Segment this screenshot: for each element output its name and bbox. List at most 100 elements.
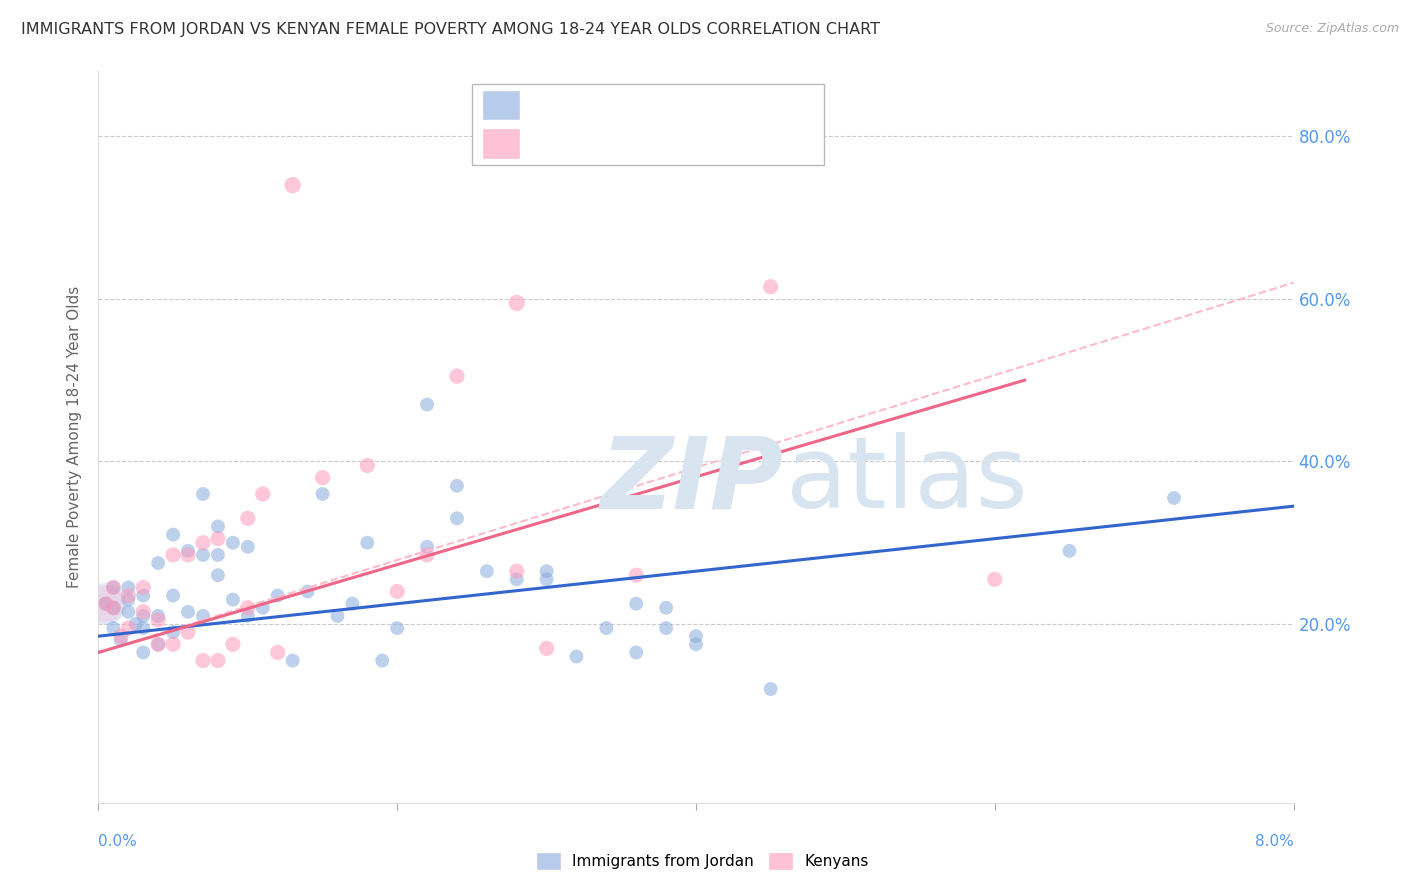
Text: ZIP: ZIP	[600, 433, 783, 530]
Point	[103, 581, 125, 595]
Point	[1059, 544, 1081, 558]
Text: 8.0%: 8.0%	[1254, 834, 1294, 849]
Point	[162, 637, 184, 651]
Point	[148, 608, 170, 623]
Text: atlas: atlas	[786, 433, 1028, 530]
Point	[222, 592, 245, 607]
Point	[132, 645, 155, 659]
Point	[416, 540, 439, 554]
Point	[103, 600, 125, 615]
Point	[162, 625, 184, 640]
Point	[655, 621, 678, 635]
Point	[356, 535, 378, 549]
Point	[236, 600, 259, 615]
Point	[281, 654, 304, 668]
Point	[506, 296, 529, 310]
Point	[297, 584, 319, 599]
Point	[191, 608, 214, 623]
Point	[371, 654, 394, 668]
Point	[191, 487, 214, 501]
Point	[177, 544, 200, 558]
Point	[94, 597, 117, 611]
Point	[759, 681, 782, 696]
Point	[385, 621, 409, 635]
Point	[207, 548, 229, 562]
Point	[117, 592, 139, 607]
Point	[595, 621, 617, 635]
Point	[506, 572, 529, 586]
Point	[148, 637, 170, 651]
Point	[103, 621, 125, 635]
Point	[236, 608, 259, 623]
Point	[281, 178, 304, 193]
Point	[446, 479, 468, 493]
Point	[177, 548, 200, 562]
Point	[207, 532, 229, 546]
Point	[117, 621, 139, 635]
Point	[132, 581, 155, 595]
Point	[356, 458, 378, 473]
Point	[177, 625, 200, 640]
Point	[326, 608, 349, 623]
Point	[148, 637, 170, 651]
Text: 0.0%: 0.0%	[98, 834, 138, 849]
Point	[655, 600, 678, 615]
Point	[311, 471, 333, 485]
Point	[536, 564, 558, 578]
Point	[191, 654, 214, 668]
Point	[162, 548, 184, 562]
Text: Source: ZipAtlas.com: Source: ZipAtlas.com	[1265, 22, 1399, 36]
Point	[624, 645, 647, 659]
Point	[759, 279, 782, 293]
Point	[1163, 491, 1185, 505]
Point	[162, 527, 184, 541]
Point	[685, 629, 707, 643]
Point	[267, 589, 290, 603]
Point	[252, 487, 274, 501]
Point	[236, 540, 259, 554]
Point	[342, 597, 364, 611]
Legend: Immigrants from Jordan, Kenyans: Immigrants from Jordan, Kenyans	[531, 847, 875, 875]
Point	[446, 511, 468, 525]
Point	[132, 608, 155, 623]
Point	[506, 564, 529, 578]
Point	[148, 556, 170, 570]
Point	[475, 564, 498, 578]
Point	[207, 568, 229, 582]
Point	[416, 548, 439, 562]
Point	[207, 519, 229, 533]
Point	[252, 600, 274, 615]
Point	[685, 637, 707, 651]
Y-axis label: Female Poverty Among 18-24 Year Olds: Female Poverty Among 18-24 Year Olds	[67, 286, 83, 588]
Point	[110, 633, 132, 648]
Point	[94, 597, 117, 611]
Point	[624, 568, 647, 582]
Point	[207, 654, 229, 668]
Point	[191, 535, 214, 549]
Point	[103, 581, 125, 595]
Point	[94, 597, 117, 611]
Point	[311, 487, 333, 501]
Point	[267, 645, 290, 659]
Point	[446, 369, 468, 384]
Point	[416, 398, 439, 412]
Point	[132, 621, 155, 635]
Point	[565, 649, 588, 664]
Point	[191, 548, 214, 562]
Point	[132, 589, 155, 603]
Point	[117, 589, 139, 603]
Point	[624, 597, 647, 611]
Point	[117, 605, 139, 619]
Point	[222, 637, 245, 651]
Point	[177, 605, 200, 619]
Point	[236, 511, 259, 525]
Point	[536, 572, 558, 586]
Point	[94, 597, 117, 611]
Point	[117, 581, 139, 595]
Point	[148, 613, 170, 627]
Point	[103, 600, 125, 615]
Point	[110, 629, 132, 643]
Point	[222, 535, 245, 549]
Point	[385, 584, 409, 599]
Text: IMMIGRANTS FROM JORDAN VS KENYAN FEMALE POVERTY AMONG 18-24 YEAR OLDS CORRELATIO: IMMIGRANTS FROM JORDAN VS KENYAN FEMALE …	[21, 22, 880, 37]
